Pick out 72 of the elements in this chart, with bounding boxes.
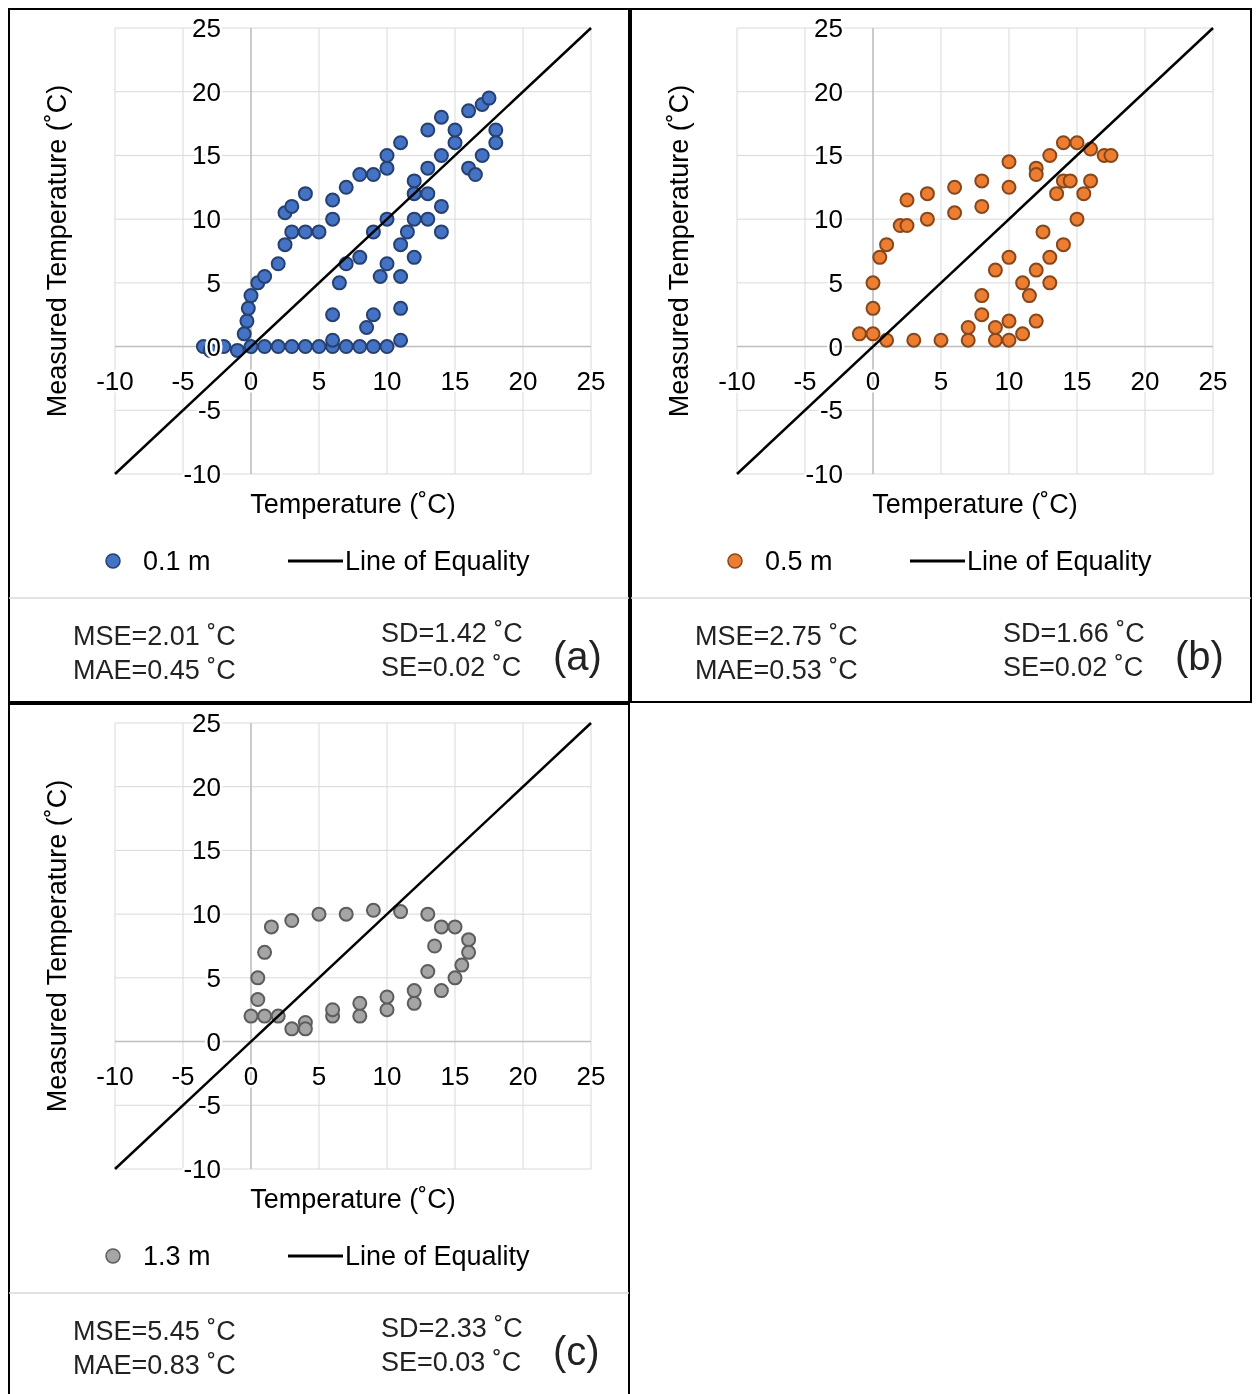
text: SE=0.03 ˚C	[381, 1347, 522, 1377]
legend-label: Line of Equality	[967, 546, 1153, 576]
y-tick-label: 25	[192, 708, 221, 738]
y-tick-label: 10	[192, 204, 221, 235]
x-tick-label: 10	[372, 365, 402, 396]
text: MSE=2.75 ˚C	[695, 621, 858, 651]
text: SD=1.66 ˚C	[1003, 618, 1145, 648]
y-tick-label: 25	[192, 13, 221, 43]
y-tick-label: 10	[192, 899, 221, 930]
legend-label: 1.3 m	[143, 1241, 211, 1271]
x-tick-label: 0	[243, 1060, 259, 1091]
text: SD=1.42 ˚C	[381, 618, 523, 648]
y-tick-label: -5	[197, 1090, 221, 1121]
y-tick-label: 20	[192, 771, 221, 802]
y-tick-label: -10	[183, 1154, 221, 1184]
text: SD=2.33 ˚C	[381, 1313, 523, 1343]
text: MAE=0.53 ˚C	[695, 655, 858, 685]
y-tick-label: 5	[206, 267, 221, 298]
x-axis-title: Temperature (˚C)	[250, 1184, 456, 1214]
text: SE=0.02 ˚C	[1003, 652, 1144, 682]
y-tick-label: 10	[814, 204, 843, 235]
x-tick-label: 0	[243, 365, 259, 396]
y-tick-label: 0	[206, 1026, 221, 1057]
text: MSE=2.01 ˚C	[73, 621, 236, 651]
y-axis-title: Measured Temperature (˚C)	[42, 779, 72, 1113]
y-tick-label: -10	[805, 459, 843, 489]
x-tick-label: 25	[576, 365, 606, 396]
x-tick-label: 25	[576, 1060, 606, 1091]
x-tick-label: 0	[865, 365, 881, 396]
text: (a)	[553, 634, 602, 678]
text: (b)	[1175, 634, 1224, 678]
legend-label: 0.5 m	[765, 546, 833, 576]
legend-label: Line of Equality	[345, 1241, 531, 1271]
x-tick-label: 5	[311, 1060, 327, 1091]
x-tick-label: 20	[508, 1060, 538, 1091]
y-tick-label: 5	[206, 962, 221, 993]
legend-label: 0.1 m	[143, 546, 211, 576]
x-tick-label: 10	[372, 1060, 402, 1091]
y-tick-label: 15	[192, 835, 221, 866]
x-tick-label: -10	[96, 1060, 134, 1091]
y-tick-label: -5	[819, 395, 843, 426]
x-axis-title: Temperature (˚C)	[872, 489, 1078, 519]
y-tick-label: 15	[814, 140, 843, 171]
x-tick-label: 20	[508, 365, 538, 396]
y-tick-label: 20	[192, 76, 221, 107]
x-tick-label: 20	[1130, 365, 1160, 396]
x-axis-title: Temperature (˚C)	[250, 489, 456, 519]
y-tick-label: 20	[814, 76, 843, 107]
y-axis-title: Measured Temperature (˚C)	[664, 84, 694, 418]
text: SE=0.02 ˚C	[381, 652, 522, 682]
y-axis-title: Measured Temperature (˚C)	[42, 84, 72, 418]
x-tick-label: -5	[793, 365, 817, 396]
x-tick-label: -10	[718, 365, 756, 396]
x-tick-label: 15	[440, 365, 470, 396]
x-tick-label: 15	[440, 1060, 470, 1091]
legend-label: Line of Equality	[345, 546, 531, 576]
text: MSE=5.45 ˚C	[73, 1316, 236, 1346]
text: (c)	[553, 1329, 600, 1373]
x-tick-label: 15	[1062, 365, 1092, 396]
y-tick-label: -10	[183, 459, 221, 489]
text: MAE=0.83 ˚C	[73, 1350, 236, 1380]
x-tick-label: -10	[96, 365, 134, 396]
y-tick-label: -5	[197, 395, 221, 426]
x-tick-label: 5	[311, 365, 327, 396]
y-tick-label: 0	[828, 331, 843, 362]
text: MAE=0.45 ˚C	[73, 655, 236, 685]
x-tick-label: 5	[933, 365, 949, 396]
x-tick-label: 10	[994, 365, 1024, 396]
y-tick-label: 25	[814, 13, 843, 43]
y-tick-label: 5	[828, 267, 843, 298]
y-tick-label: 15	[192, 140, 221, 171]
x-tick-label: 25	[1198, 365, 1228, 396]
